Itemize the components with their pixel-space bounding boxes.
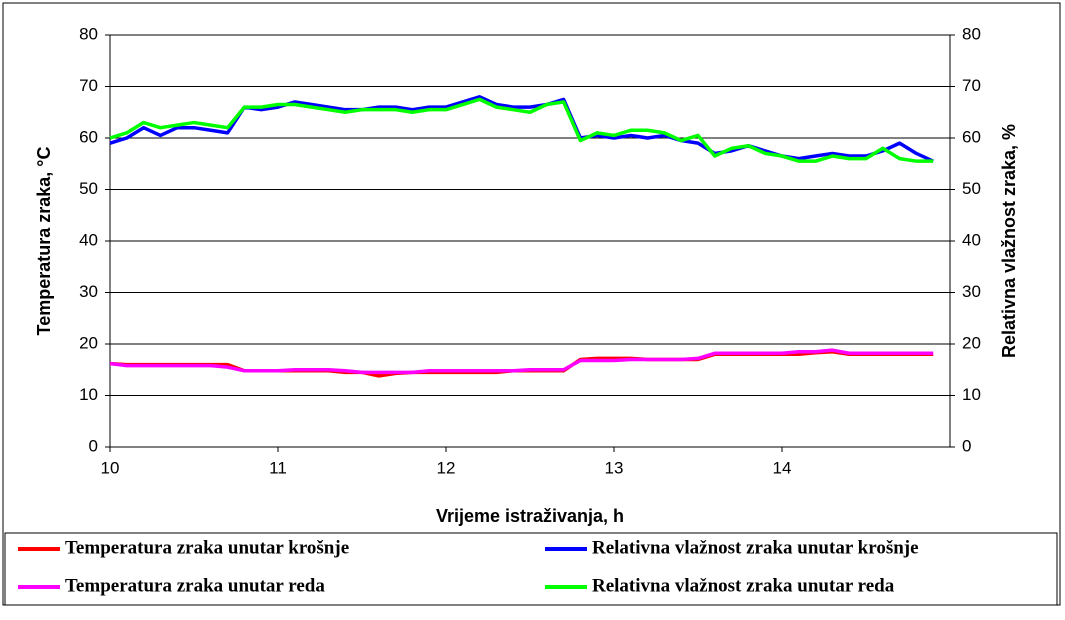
y2-tick-label: 80 xyxy=(962,24,981,43)
y-tick-label: 40 xyxy=(79,230,98,249)
y-tick-label: 50 xyxy=(79,179,98,198)
x-axis-label: Vrijeme istraživanja, h xyxy=(436,506,624,526)
y2-tick-label: 60 xyxy=(962,127,981,146)
data-line xyxy=(109,97,934,163)
y2-tick-label: 20 xyxy=(962,333,981,352)
legend-label: Temperatura zraka unutar reda xyxy=(65,575,325,596)
y-tick-label: 60 xyxy=(79,127,98,146)
data-line xyxy=(109,349,934,378)
legend-box xyxy=(4,532,1058,606)
x-tick-label: 14 xyxy=(773,458,792,477)
x-tick-label: 10 xyxy=(101,458,120,477)
y-tick-label: 80 xyxy=(79,24,98,43)
y2-tick-label: 30 xyxy=(962,282,981,301)
y-tick-label: 20 xyxy=(79,333,98,352)
y-tick-label: 0 xyxy=(89,436,98,455)
y2-tick-label: 10 xyxy=(962,385,981,404)
x-tick-label: 13 xyxy=(605,458,624,477)
y2-tick-label: 0 xyxy=(962,436,971,455)
legend-label: Relativna vlažnost zraka unutar krošnje xyxy=(592,537,919,558)
y2-tick-label: 70 xyxy=(962,76,981,95)
y2-axis-label: Relativna vlažnost zraka, % xyxy=(999,124,1019,358)
legend-label: Relativna vlažnost zraka unutar reda xyxy=(592,575,895,596)
y-tick-label: 70 xyxy=(79,76,98,95)
plot-area xyxy=(109,34,951,448)
y2-tick-label: 40 xyxy=(962,230,981,249)
x-tick-label: 12 xyxy=(437,458,456,477)
y-tick-label: 30 xyxy=(79,282,98,301)
x-tick-label: 11 xyxy=(269,458,287,477)
legend-label: Temperatura zraka unutar krošnje xyxy=(65,537,349,558)
y2-tick-label: 50 xyxy=(962,179,981,198)
y-tick-label: 10 xyxy=(79,385,98,404)
y-axis-label: Temperatura zraka, °C xyxy=(34,147,54,336)
data-line xyxy=(109,95,934,163)
data-line xyxy=(109,348,934,375)
